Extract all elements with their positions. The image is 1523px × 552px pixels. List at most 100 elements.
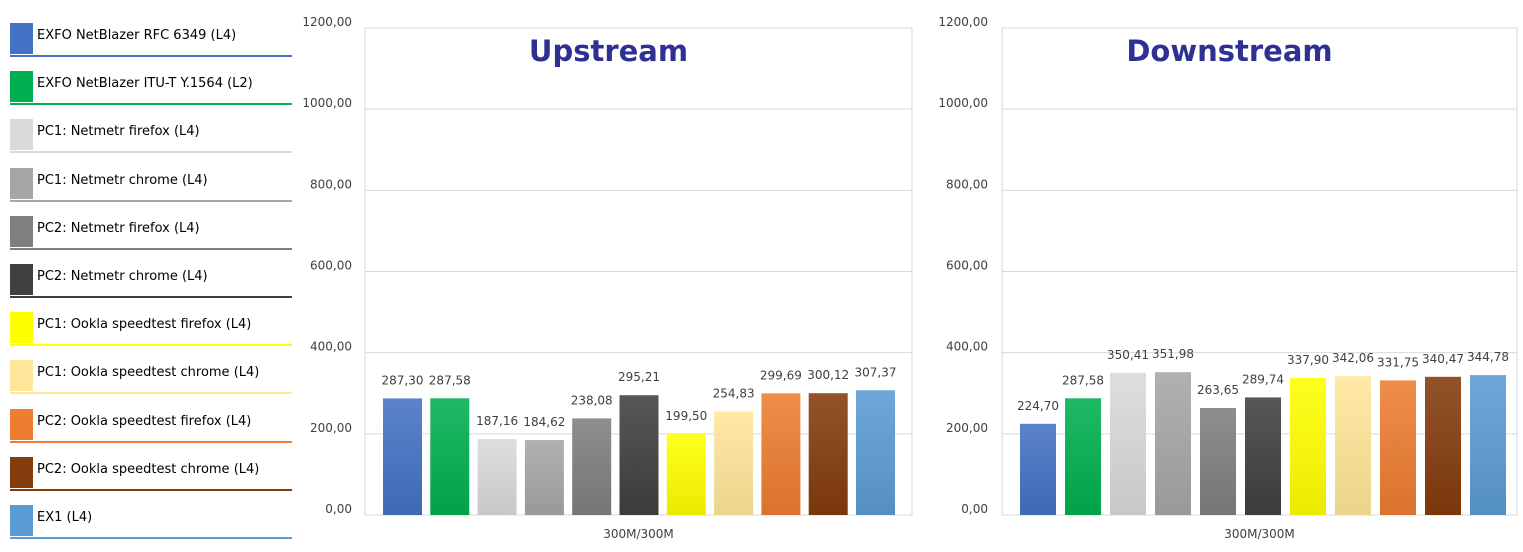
data-label: 287,30 [382,373,424,387]
bar [383,398,422,515]
data-label: 307,37 [855,365,897,379]
legend-label: EX1 (L4) [37,510,93,525]
data-label: 340,47 [1422,352,1464,366]
bar [524,440,564,515]
y-tick-label: 400,00 [310,340,352,354]
legend-item: PC1: Netmetr chrome (L4) [10,163,292,203]
legend-item: PC2: Netmetr firefox (L4) [10,211,292,251]
chart-title: Downstream [1126,34,1332,68]
legend-underline [10,344,292,347]
bar [1425,376,1461,515]
downstream-chart: 0,00 200,00 400,00 600,00 800,00 1000,00 1200,… [938,15,1518,541]
bar [761,393,801,515]
data-label: 238,08 [571,393,613,407]
bar [1110,372,1146,515]
y-tick-label: 1000,00 [302,96,352,110]
legend-swatch [10,408,33,440]
legend-swatch [10,71,33,103]
legend-label: PC1: Ookla speedtest firefox (L4) [37,317,252,333]
data-label: 224,70 [1017,399,1059,413]
legend-underline [10,440,292,443]
legend-label: EXFO NetBlazer RFC 6349 (L4) [37,28,237,43]
data-label: 187,16 [476,414,518,428]
legend-item: EXFO NetBlazer RFC 6349 (L4) [10,18,292,58]
bar [1335,376,1371,515]
x-category-label: 300M/300M [1224,527,1295,541]
x-category-label: 300M/300M [603,527,674,541]
legend-item: PC2: Ookla speedtest firefox (L4) [10,404,292,444]
y-tick-label: 600,00 [310,259,352,273]
bar [666,434,706,515]
bar [1380,380,1416,515]
legend-item: PC2: Ookla speedtest chrome (L4) [10,452,292,492]
legend-underline [10,151,292,154]
bar [1470,375,1506,515]
data-label: 337,90 [1287,353,1329,367]
legend: EXFO NetBlazer RFC 6349 (L4) EXFO NetBlaz… [10,0,292,552]
bar [714,411,754,515]
bar [808,393,848,515]
data-label: 331,75 [1377,355,1419,369]
y-tick-label: 0,00 [325,502,352,516]
data-label: 295,21 [618,370,660,384]
data-label: 199,50 [665,409,707,423]
bar [1020,423,1056,515]
legend-swatch [10,167,33,199]
legend-label: PC2: Netmetr firefox (L4) [37,220,200,236]
bar [430,398,470,515]
y-tick-label: 600,00 [946,259,988,273]
legend-underline [10,296,292,298]
legend-item: PC1: Ookla speedtest chrome (L4) [10,355,292,395]
y-tick-label: 200,00 [310,421,352,435]
legend-label: PC1: Ookla speedtest chrome (L4) [37,365,260,381]
legend-item: PC1: Netmetr firefox (L4) [10,114,292,154]
legend-swatch [10,360,33,392]
legend-underline [10,103,292,106]
bar [477,439,517,515]
bar [1200,408,1236,515]
legend-item: PC1: Ookla speedtest firefox (L4) [10,307,292,347]
legend-item: EX1 (L4) [10,500,292,540]
legend-swatch [10,264,33,295]
bar [572,418,612,515]
data-label: 289,74 [1242,372,1284,386]
legend-label: PC2: Ookla speedtest firefox (L4) [37,413,252,429]
legend-swatch [10,505,33,536]
data-label: 287,58 [1062,373,1104,387]
legend-swatch [10,119,33,151]
data-label: 300,12 [807,368,849,382]
upstream-chart: 0,00 200,00 400,00 600,00 800,00 1000,00 1200,… [302,15,913,541]
legend-label: EXFO NetBlazer ITU-T Y.1564 (L2) [37,76,253,92]
bar [1065,398,1101,515]
legend-label: PC1: Netmetr firefox (L4) [37,124,200,140]
chart-title: Upstream [529,34,688,68]
legend-swatch [10,312,33,344]
y-tick-label: 1000,00 [938,96,988,110]
legend-underline [10,537,292,539]
y-tick-label: 400,00 [946,340,988,354]
bar [619,395,659,515]
legend-underline [10,55,292,57]
data-label: 254,83 [713,387,755,401]
legend-swatch [10,23,33,54]
bar [1245,397,1281,515]
data-label: 184,62 [523,415,565,429]
y-tick-label: 800,00 [310,177,352,191]
bar [1290,377,1326,515]
data-label: 350,41 [1107,348,1149,362]
data-label: 263,65 [1197,383,1239,397]
data-label: 344,78 [1467,350,1509,364]
legend-label: PC2: Ookla speedtest chrome (L4) [37,461,260,477]
data-label: 287,58 [429,373,471,387]
legend-underline [10,392,292,395]
data-label: 299,69 [760,368,802,382]
legend-label: PC1: Netmetr chrome (L4) [37,172,208,188]
y-tick-label: 1200,00 [302,15,352,29]
legend-underline [10,199,292,202]
legend-item: EXFO NetBlazer ITU-T Y.1564 (L2) [10,66,292,106]
data-label: 342,06 [1332,351,1374,365]
legend-item: PC2: Netmetr chrome (L4) [10,259,292,299]
y-tick-label: 0,00 [961,502,988,516]
legend-underline [10,488,292,491]
legend-underline [10,247,292,250]
